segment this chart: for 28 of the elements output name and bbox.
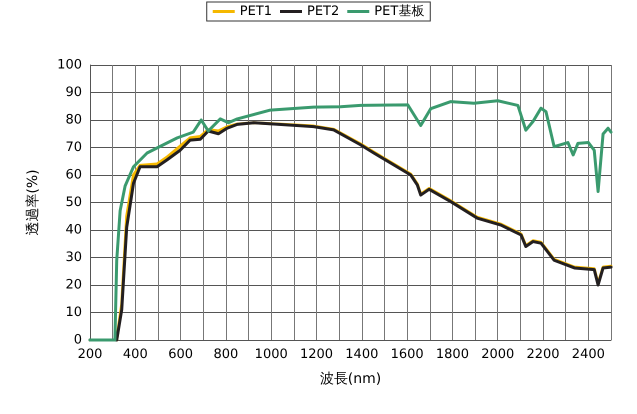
x-tick-label: 600 <box>168 347 194 362</box>
x-tick-label: 1600 <box>390 347 424 362</box>
y-tick-label: 20 <box>65 278 82 292</box>
y-tick-label: 60 <box>65 168 82 182</box>
y-tick-label: 10 <box>65 305 82 320</box>
x-axis-title: 波長(nm) <box>320 371 382 387</box>
legend-label: PET基板 <box>374 4 424 19</box>
y-axis-title: 透過率(%) <box>25 169 41 236</box>
x-tick-label: 2400 <box>572 347 605 362</box>
y-tick-label: 40 <box>65 222 82 238</box>
y-tick-label: 70 <box>65 140 82 155</box>
x-tick-label: 200 <box>78 347 102 362</box>
y-tick-label: 100 <box>57 58 82 72</box>
y-tick-label: 0 <box>74 332 82 348</box>
y-tick-label: 30 <box>65 250 82 265</box>
legend-label: PET1 <box>240 4 272 19</box>
y-tick-label: 50 <box>65 195 82 210</box>
y-tick-label: 90 <box>65 85 82 100</box>
x-tick-label: 800 <box>214 347 238 362</box>
x-tick-label: 1400 <box>345 347 378 362</box>
x-tick-label: 1800 <box>436 347 469 362</box>
x-tick-label: 400 <box>122 347 148 362</box>
y-tick-label: 80 <box>65 112 82 128</box>
x-tick-label: 1000 <box>254 347 288 362</box>
x-tick-label: 2000 <box>481 347 514 362</box>
x-tick-label: 2200 <box>526 347 560 362</box>
x-tick-label: 1200 <box>300 347 334 362</box>
legend-label: PET2 <box>307 4 340 19</box>
